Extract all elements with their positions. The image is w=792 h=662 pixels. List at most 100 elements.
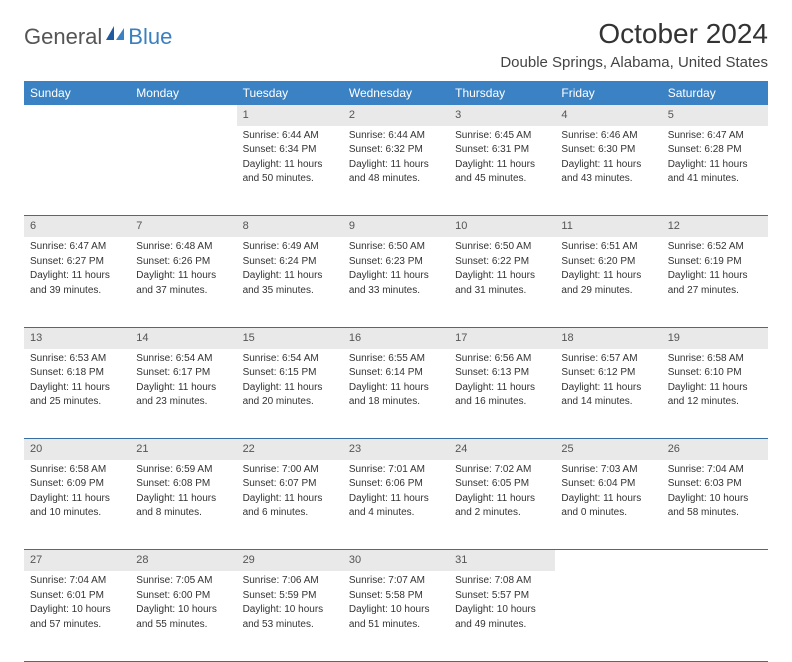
sunset-text: Sunset: 6:19 PM <box>668 255 762 269</box>
daylight-text: Daylight: 11 hours <box>561 269 655 283</box>
day-number: 8 <box>243 220 249 232</box>
sunset-text: Sunset: 6:22 PM <box>455 255 549 269</box>
day-number: 5 <box>668 109 674 121</box>
daylight-text: and 45 minutes. <box>455 172 549 186</box>
daylight-text: and 25 minutes. <box>30 395 124 409</box>
sunrise-text: Sunrise: 7:05 AM <box>136 574 230 588</box>
day-number-cell <box>130 105 236 126</box>
daylight-text: Daylight: 11 hours <box>243 381 337 395</box>
daylight-text: Daylight: 10 hours <box>349 603 443 617</box>
day-body-row: Sunrise: 7:04 AMSunset: 6:01 PMDaylight:… <box>24 571 768 661</box>
sunset-text: Sunset: 6:14 PM <box>349 366 443 380</box>
day-number-cell: 4 <box>555 105 661 126</box>
sunrise-text: Sunrise: 6:48 AM <box>136 240 230 254</box>
sunrise-text: Sunrise: 7:06 AM <box>243 574 337 588</box>
day-cell: Sunrise: 7:06 AMSunset: 5:59 PMDaylight:… <box>237 571 343 661</box>
day-body-row: Sunrise: 6:53 AMSunset: 6:18 PMDaylight:… <box>24 349 768 439</box>
sunrise-text: Sunrise: 6:54 AM <box>136 352 230 366</box>
day-number: 30 <box>349 554 361 566</box>
daylight-text: and 35 minutes. <box>243 284 337 298</box>
day-body-row: Sunrise: 6:58 AMSunset: 6:09 PMDaylight:… <box>24 460 768 550</box>
sunrise-text: Sunrise: 6:52 AM <box>668 240 762 254</box>
day-number-cell: 22 <box>237 439 343 460</box>
day-cell: Sunrise: 7:01 AMSunset: 6:06 PMDaylight:… <box>343 460 449 550</box>
daylight-text: Daylight: 11 hours <box>349 158 443 172</box>
sunrise-text: Sunrise: 7:04 AM <box>30 574 124 588</box>
daylight-text: Daylight: 11 hours <box>349 492 443 506</box>
sunset-text: Sunset: 6:07 PM <box>243 477 337 491</box>
day-number-cell: 12 <box>662 216 768 237</box>
weekday-header: Sunday <box>24 81 130 105</box>
daylight-text: Daylight: 11 hours <box>455 381 549 395</box>
daylight-text: Daylight: 11 hours <box>30 381 124 395</box>
day-number: 19 <box>668 332 680 344</box>
day-cell: Sunrise: 7:08 AMSunset: 5:57 PMDaylight:… <box>449 571 555 661</box>
sunset-text: Sunset: 6:00 PM <box>136 589 230 603</box>
day-number-cell: 17 <box>449 327 555 348</box>
day-cell: Sunrise: 6:58 AMSunset: 6:10 PMDaylight:… <box>662 349 768 439</box>
sunset-text: Sunset: 6:34 PM <box>243 143 337 157</box>
page-title: October 2024 <box>500 18 768 50</box>
day-number-row: 12345 <box>24 105 768 126</box>
sunrise-text: Sunrise: 6:58 AM <box>668 352 762 366</box>
day-number: 29 <box>243 554 255 566</box>
daylight-text: and 41 minutes. <box>668 172 762 186</box>
daylight-text: and 8 minutes. <box>136 506 230 520</box>
daylight-text: and 49 minutes. <box>455 618 549 632</box>
sunset-text: Sunset: 6:09 PM <box>30 477 124 491</box>
day-number-cell: 8 <box>237 216 343 237</box>
day-number-row: 13141516171819 <box>24 327 768 348</box>
day-number-cell <box>662 550 768 571</box>
day-cell: Sunrise: 6:55 AMSunset: 6:14 PMDaylight:… <box>343 349 449 439</box>
daylight-text: Daylight: 11 hours <box>561 381 655 395</box>
daylight-text: Daylight: 11 hours <box>668 269 762 283</box>
day-number-cell: 15 <box>237 327 343 348</box>
daylight-text: and 51 minutes. <box>349 618 443 632</box>
day-number: 26 <box>668 443 680 455</box>
daylight-text: and 53 minutes. <box>243 618 337 632</box>
day-number: 16 <box>349 332 361 344</box>
day-cell: Sunrise: 6:45 AMSunset: 6:31 PMDaylight:… <box>449 126 555 216</box>
sunrise-text: Sunrise: 7:04 AM <box>668 463 762 477</box>
logo-text-general: General <box>24 24 102 50</box>
daylight-text: Daylight: 10 hours <box>136 603 230 617</box>
sunset-text: Sunset: 6:15 PM <box>243 366 337 380</box>
day-cell: Sunrise: 6:50 AMSunset: 6:23 PMDaylight:… <box>343 237 449 327</box>
day-number: 31 <box>455 554 467 566</box>
day-number-cell <box>555 550 661 571</box>
daylight-text: and 10 minutes. <box>30 506 124 520</box>
day-number: 2 <box>349 109 355 121</box>
day-cell: Sunrise: 7:07 AMSunset: 5:58 PMDaylight:… <box>343 571 449 661</box>
day-number-cell: 21 <box>130 439 236 460</box>
day-cell: Sunrise: 7:04 AMSunset: 6:01 PMDaylight:… <box>24 571 130 661</box>
sunrise-text: Sunrise: 7:00 AM <box>243 463 337 477</box>
day-number: 7 <box>136 220 142 232</box>
sunrise-text: Sunrise: 6:51 AM <box>561 240 655 254</box>
daylight-text: Daylight: 11 hours <box>561 492 655 506</box>
weekday-header: Friday <box>555 81 661 105</box>
day-number-cell: 7 <box>130 216 236 237</box>
sunrise-text: Sunrise: 6:49 AM <box>243 240 337 254</box>
daylight-text: Daylight: 11 hours <box>668 381 762 395</box>
sunrise-text: Sunrise: 6:53 AM <box>30 352 124 366</box>
day-cell: Sunrise: 6:57 AMSunset: 6:12 PMDaylight:… <box>555 349 661 439</box>
weekday-header: Wednesday <box>343 81 449 105</box>
day-number-cell: 30 <box>343 550 449 571</box>
day-number: 20 <box>30 443 42 455</box>
day-number-cell: 19 <box>662 327 768 348</box>
daylight-text: Daylight: 11 hours <box>455 269 549 283</box>
day-number-cell: 27 <box>24 550 130 571</box>
day-number-row: 20212223242526 <box>24 439 768 460</box>
day-cell: Sunrise: 6:46 AMSunset: 6:30 PMDaylight:… <box>555 126 661 216</box>
day-cell: Sunrise: 6:47 AMSunset: 6:28 PMDaylight:… <box>662 126 768 216</box>
daylight-text: and 48 minutes. <box>349 172 443 186</box>
day-number-cell: 16 <box>343 327 449 348</box>
sunrise-text: Sunrise: 6:44 AM <box>349 129 443 143</box>
sunrise-text: Sunrise: 6:57 AM <box>561 352 655 366</box>
day-number-cell: 10 <box>449 216 555 237</box>
daylight-text: Daylight: 10 hours <box>30 603 124 617</box>
daylight-text: and 57 minutes. <box>30 618 124 632</box>
daylight-text: and 29 minutes. <box>561 284 655 298</box>
daylight-text: and 43 minutes. <box>561 172 655 186</box>
daylight-text: and 27 minutes. <box>668 284 762 298</box>
